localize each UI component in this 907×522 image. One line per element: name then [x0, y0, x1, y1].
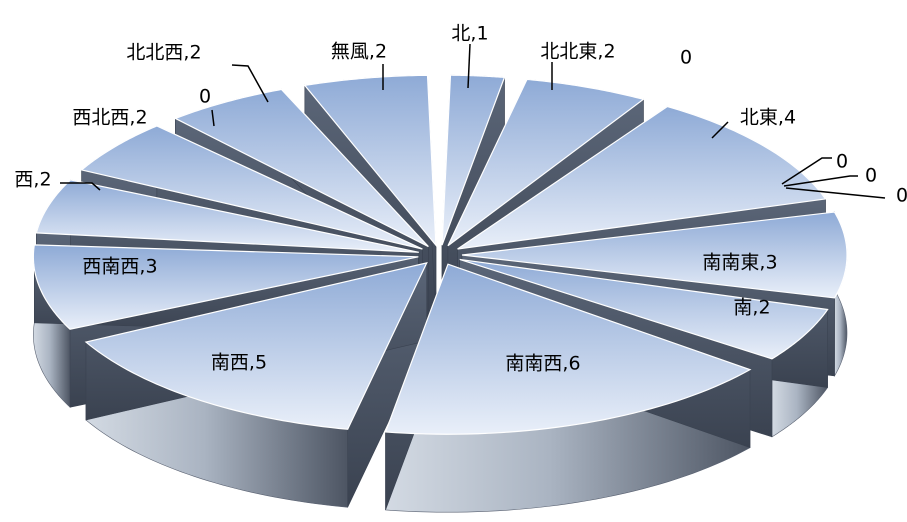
- slice-西: [35, 179, 419, 253]
- leader-line-北: [467, 43, 471, 89]
- data-label-東南東: 0: [896, 185, 907, 207]
- leader-line-東南東: [785, 187, 886, 199]
- data-label-南南東: 南南東,3: [702, 252, 777, 274]
- slice-西南西: [32, 244, 419, 330]
- slice-南南西: [384, 263, 752, 435]
- leader-line-北北西: [231, 64, 269, 103]
- slice-北: [441, 74, 506, 246]
- data-label-南西: 南西,5: [211, 352, 267, 374]
- slice-北北西: [173, 88, 429, 248]
- leader-line-西: [60, 182, 101, 191]
- slice-南南東: [461, 211, 848, 299]
- data-label-extra-0: 0: [680, 47, 692, 69]
- data-label-東: 0: [865, 165, 877, 187]
- data-label-西南西: 西南西,3: [82, 256, 157, 278]
- data-label-北: 北,1: [451, 23, 488, 45]
- data-label-東北東: 0: [836, 151, 848, 173]
- data-label-北西: 0: [199, 86, 211, 108]
- data-label-南南西: 南南西,6: [505, 353, 580, 375]
- slice-北北東: [447, 78, 645, 247]
- data-label-北東: 北東,4: [740, 107, 796, 129]
- leader-line-東北東: [781, 157, 832, 185]
- data-label-北北西: 北北西,2: [126, 42, 201, 64]
- slice-無風: [303, 74, 437, 248]
- slice-南西: [84, 262, 428, 430]
- data-label-無風: 無風,2: [331, 41, 387, 63]
- leader-line-東: [783, 175, 858, 187]
- slice-南: [459, 258, 829, 360]
- data-label-西: 西,2: [14, 169, 51, 191]
- data-label-北北東: 北北東,2: [540, 41, 615, 63]
- data-label-南: 南,2: [733, 297, 770, 319]
- slice-西北西: [80, 125, 423, 250]
- leader-line-北東: [711, 121, 729, 139]
- leader-line-北西: [211, 109, 215, 127]
- data-label-西北西: 西北西,2: [72, 107, 147, 129]
